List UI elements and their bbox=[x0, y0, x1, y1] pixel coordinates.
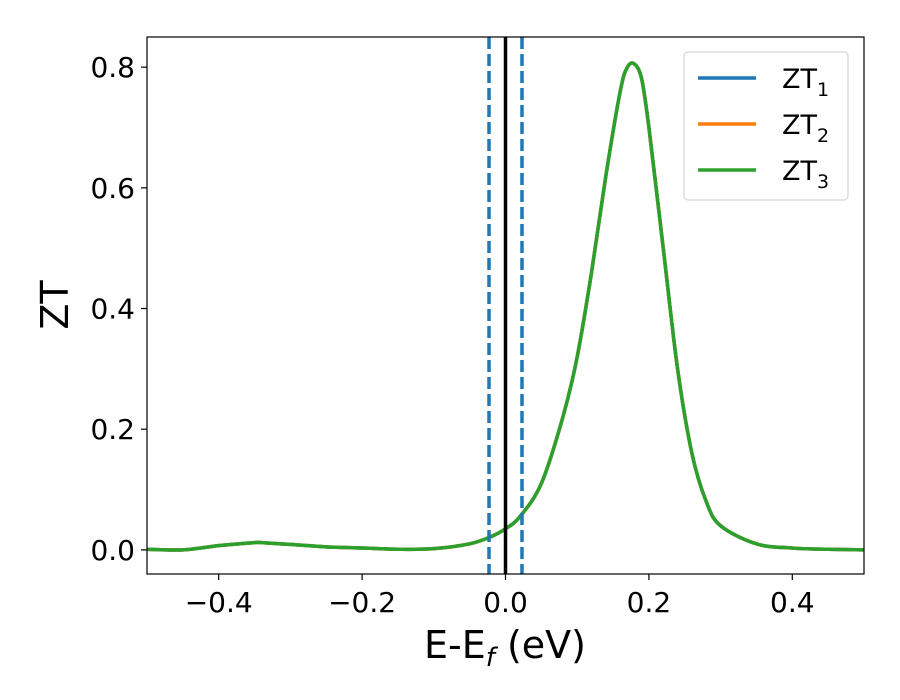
x-tick-label: 0.2 bbox=[627, 586, 672, 619]
x-axis-label: E-Ef (eV) bbox=[424, 623, 586, 673]
y-tick-label: 0.2 bbox=[90, 413, 135, 446]
x-axis-label-suffix: (eV) bbox=[495, 623, 586, 667]
legend-label-1: ZT1 bbox=[782, 64, 829, 101]
x-axis-ticks: −0.4 −0.2 0.0 0.2 0.4 bbox=[185, 574, 815, 619]
legend-label-3: ZT3 bbox=[782, 156, 829, 193]
y-tick-label: 0.0 bbox=[90, 534, 135, 567]
series-line-3 bbox=[147, 61, 864, 552]
y-tick-label: 0.4 bbox=[90, 293, 135, 326]
x-axis-label-main: E-E bbox=[424, 623, 486, 667]
y-tick-label: 0.8 bbox=[90, 51, 135, 84]
x-tick-label: −0.2 bbox=[328, 586, 396, 619]
y-axis-ticks: 0.0 0.2 0.4 0.6 0.8 bbox=[90, 51, 147, 567]
reference-lines bbox=[487, 37, 524, 574]
x-tick-label: −0.4 bbox=[185, 586, 253, 619]
legend-label-2: ZT2 bbox=[782, 110, 829, 147]
y-axis-label: ZT bbox=[33, 280, 77, 330]
legend-box bbox=[683, 51, 849, 201]
x-tick-label: 0.0 bbox=[483, 586, 528, 619]
x-tick-label: 0.4 bbox=[770, 586, 815, 619]
series-layer bbox=[147, 61, 864, 552]
legend: ZT1 ZT2 ZT3 bbox=[683, 51, 849, 201]
y-tick-label: 0.6 bbox=[90, 172, 135, 205]
